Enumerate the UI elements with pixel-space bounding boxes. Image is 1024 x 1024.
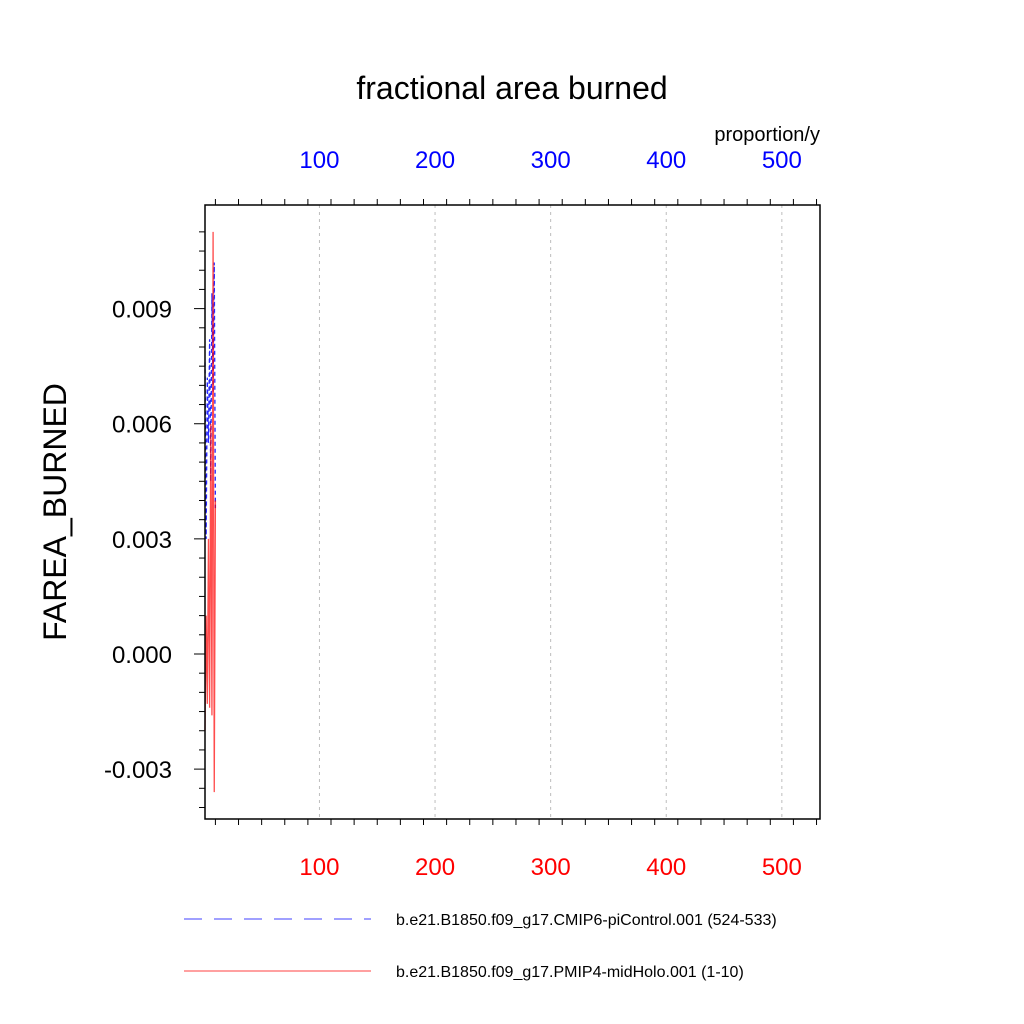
x-top-tick-label: 400 xyxy=(646,147,686,174)
x-top-tick-label: 100 xyxy=(299,147,339,174)
x-top-tick-label: 200 xyxy=(415,147,455,174)
plot-frame xyxy=(204,204,821,820)
x-bottom-tick-label: 200 xyxy=(415,854,455,881)
chart-title: fractional area burned xyxy=(356,70,667,106)
series-line-2 xyxy=(204,231,217,793)
y-tick-label: 0.009 xyxy=(112,297,172,324)
legend-label-1: b.e21.B1850.f09_g17.CMIP6-piControl.001 … xyxy=(396,912,777,929)
legend-label-2: b.e21.B1850.f09_g17.PMIP4-midHolo.001 (1… xyxy=(396,964,744,981)
x-bottom-tick-label: 300 xyxy=(531,854,571,881)
x-top-tick-label: 300 xyxy=(531,147,571,174)
x-bottom-tick-label: 100 xyxy=(299,854,339,881)
x-bottom-tick-label: 400 xyxy=(646,854,686,881)
x-top-tick-label: 500 xyxy=(762,147,802,174)
units-label: proportion/y xyxy=(714,124,820,146)
series-lines xyxy=(204,231,217,793)
y-tick-label: 0.006 xyxy=(112,412,172,439)
axis-ticks xyxy=(194,199,818,825)
y-axis-title: FAREA_BURNED xyxy=(37,383,73,641)
y-tick-label: 0.000 xyxy=(112,642,172,669)
grid-lines xyxy=(318,205,783,819)
x-bottom-tick-label: 500 xyxy=(762,854,802,881)
y-tick-label: 0.003 xyxy=(112,527,172,554)
legend: b.e21.B1850.f09_g17.CMIP6-piControl.001 … xyxy=(184,912,777,981)
tick-labels: -0.003 0.000 0.003 0.006 0.009 100 200 300 400 50… xyxy=(104,147,802,881)
y-tick-label: -0.003 xyxy=(104,757,172,784)
